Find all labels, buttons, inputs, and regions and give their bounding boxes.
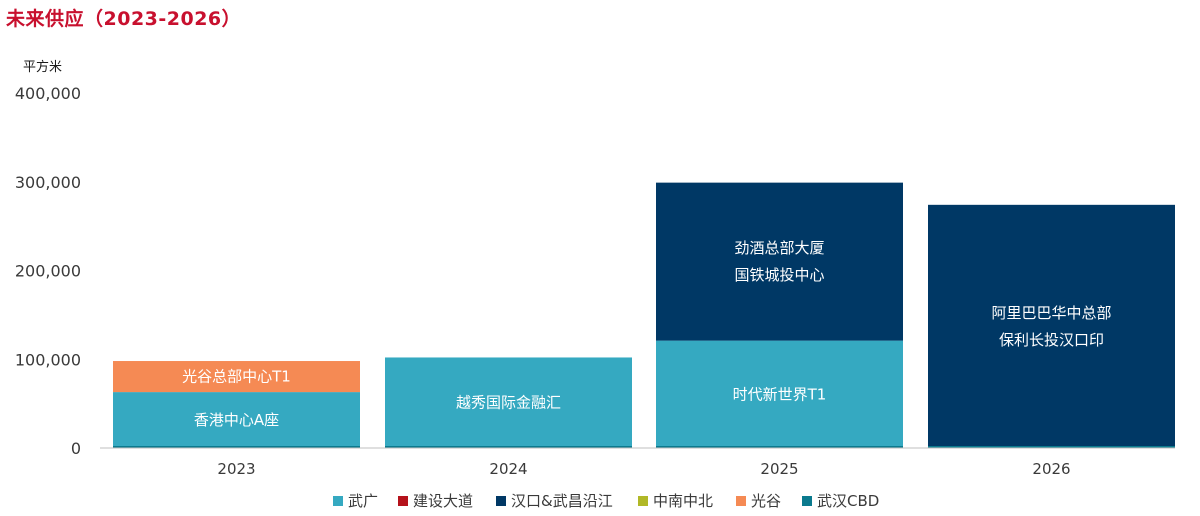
legend-swatch: [638, 496, 648, 506]
bar-base-strip: [113, 446, 360, 448]
segment-label: 越秀国际金融汇: [456, 394, 561, 412]
segment-label: 国铁城投中心: [734, 266, 824, 284]
x-category-label: 2026: [1032, 460, 1070, 478]
legend-label: 武广: [348, 492, 378, 510]
legend-swatch: [333, 496, 343, 506]
bar-segment: [928, 204, 1175, 448]
x-category-label: 2023: [217, 460, 255, 478]
bar-segment: [113, 361, 360, 393]
x-category-label: 2024: [489, 460, 527, 478]
segment-label: 保利长投汉口印: [999, 331, 1104, 349]
legend-swatch: [496, 496, 506, 506]
legend-swatch: [736, 496, 746, 506]
y-tick-label: 200,000: [15, 262, 81, 281]
bar-base-strip: [656, 446, 903, 448]
legend-label: 光谷: [751, 492, 781, 510]
y-tick-label: 400,000: [15, 84, 81, 103]
segment-label: 香港中心A座: [194, 411, 279, 429]
segment-label: 劲酒总部大厦: [734, 239, 824, 257]
bar-segment: [656, 182, 903, 341]
bar-segment: [656, 340, 903, 448]
y-axis-unit-label: 平方米: [23, 59, 62, 75]
bar-base-strip: [385, 446, 632, 448]
y-tick-label: 0: [71, 439, 81, 458]
legend-swatch: [398, 496, 408, 506]
y-tick-label: 100,000: [15, 350, 81, 369]
legend-label: 武汉CBD: [817, 492, 879, 510]
bar-segment: [113, 392, 360, 448]
bar-base-strip: [928, 446, 1175, 448]
legend-label: 汉口&武昌沿江: [511, 492, 613, 510]
chart-title: 未来供应（2023-2026）: [6, 8, 242, 30]
y-tick-label: 300,000: [15, 173, 81, 192]
segment-label: 阿里巴巴华中总部: [991, 304, 1111, 322]
segment-label: 光谷总部中心T1: [182, 368, 291, 386]
bar-segment: [385, 357, 632, 448]
legend-label: 中南中北: [653, 492, 713, 510]
legend-label: 建设大道: [413, 492, 473, 510]
legend-swatch: [802, 496, 812, 506]
x-category-label: 2025: [760, 460, 798, 478]
segment-label: 时代新世界T1: [733, 385, 827, 403]
